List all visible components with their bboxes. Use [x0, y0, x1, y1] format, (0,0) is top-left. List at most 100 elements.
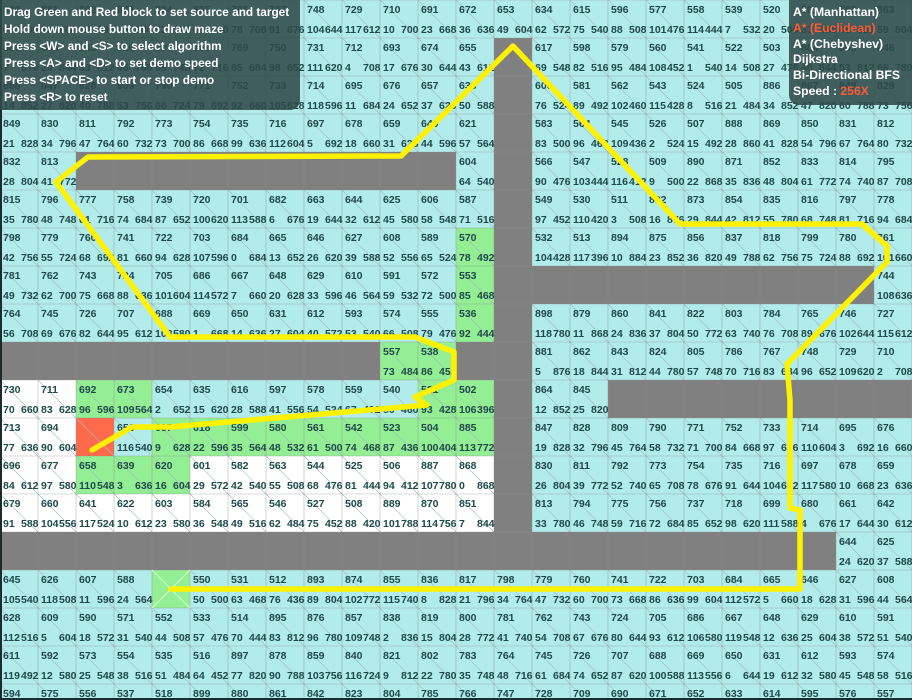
svg-text:628: 628 [819, 594, 837, 606]
svg-text:28: 28 [459, 632, 471, 644]
svg-text:106: 106 [687, 632, 705, 644]
svg-text:508: 508 [743, 62, 761, 74]
svg-text:874: 874 [345, 574, 363, 586]
svg-text:55: 55 [41, 252, 53, 264]
svg-text:540: 540 [249, 480, 267, 492]
svg-text:505: 505 [725, 80, 743, 92]
svg-text:660: 660 [781, 594, 799, 606]
svg-text:674: 674 [421, 42, 439, 54]
svg-text:74: 74 [839, 176, 851, 188]
svg-text:65: 65 [421, 252, 433, 264]
svg-text:612: 612 [781, 670, 799, 682]
svg-text:115: 115 [383, 594, 400, 606]
svg-text:620: 620 [211, 404, 229, 416]
svg-text:740: 740 [629, 480, 647, 492]
svg-text:574: 574 [383, 308, 401, 320]
svg-text:500: 500 [553, 138, 571, 150]
svg-text:705: 705 [155, 270, 173, 282]
svg-text:580: 580 [819, 480, 837, 492]
svg-text:78: 78 [459, 252, 471, 264]
svg-text:476: 476 [211, 632, 229, 644]
svg-text:796: 796 [59, 138, 77, 150]
svg-text:102: 102 [611, 100, 629, 112]
svg-text:581: 581 [573, 80, 591, 92]
svg-text:444: 444 [591, 176, 609, 188]
svg-text:65: 65 [649, 480, 661, 492]
svg-text:597: 597 [269, 384, 287, 396]
svg-text:63: 63 [231, 594, 243, 606]
svg-text:676: 676 [819, 518, 837, 530]
svg-text:118: 118 [41, 594, 58, 606]
svg-text:828: 828 [21, 138, 39, 150]
svg-text:804: 804 [667, 328, 685, 340]
svg-text:828: 828 [573, 422, 591, 434]
svg-text:27: 27 [763, 62, 775, 74]
svg-text:2: 2 [155, 404, 161, 416]
svg-text:525: 525 [345, 460, 363, 472]
svg-text:81: 81 [345, 480, 357, 492]
svg-text:724: 724 [363, 670, 381, 682]
svg-text:114: 114 [687, 24, 704, 36]
svg-text:47: 47 [79, 138, 91, 150]
svg-text:804: 804 [325, 594, 343, 606]
svg-text:113: 113 [687, 670, 704, 682]
svg-text:652: 652 [705, 518, 723, 530]
svg-text:104: 104 [535, 252, 553, 264]
svg-text:748: 748 [307, 4, 325, 16]
svg-text:811: 811 [573, 460, 590, 472]
svg-text:819: 819 [421, 612, 439, 624]
svg-text:492: 492 [705, 138, 723, 150]
svg-text:444: 444 [249, 632, 267, 644]
svg-text:524: 524 [439, 252, 457, 264]
svg-text:34: 34 [41, 138, 53, 150]
svg-text:639: 639 [117, 460, 135, 472]
svg-text:596: 596 [439, 138, 457, 150]
svg-text:604: 604 [173, 290, 191, 302]
svg-text:11: 11 [345, 100, 356, 112]
svg-text:635: 635 [193, 384, 211, 396]
svg-text:57: 57 [193, 632, 205, 644]
svg-text:692: 692 [79, 384, 97, 396]
svg-text:8: 8 [687, 100, 693, 112]
svg-text:710: 710 [877, 346, 895, 358]
svg-text:541: 541 [687, 42, 705, 54]
svg-text:90: 90 [535, 176, 547, 188]
svg-text:772: 772 [591, 480, 609, 492]
svg-text:588: 588 [363, 252, 381, 264]
svg-text:113: 113 [459, 442, 476, 454]
svg-text:663: 663 [307, 194, 325, 206]
svg-text:111: 111 [763, 518, 780, 530]
svg-text:686: 686 [687, 612, 705, 624]
svg-text:603: 603 [155, 498, 173, 510]
svg-text:708: 708 [895, 366, 912, 378]
svg-text:64: 64 [459, 176, 471, 188]
svg-text:731: 731 [307, 42, 325, 54]
svg-text:860: 860 [611, 308, 629, 320]
svg-text:642: 642 [877, 498, 895, 510]
svg-text:644: 644 [325, 214, 343, 226]
svg-text:588: 588 [477, 100, 495, 112]
svg-text:726: 726 [573, 650, 591, 662]
svg-text:436: 436 [287, 594, 305, 606]
svg-text:468: 468 [363, 442, 381, 454]
svg-text:112: 112 [269, 138, 286, 150]
svg-text:679: 679 [3, 498, 21, 510]
svg-text:468: 468 [249, 594, 267, 606]
svg-text:540: 540 [135, 632, 153, 644]
svg-text:620: 620 [325, 62, 343, 74]
svg-text:678: 678 [839, 460, 857, 472]
svg-text:780: 780 [553, 328, 571, 340]
svg-text:116: 116 [611, 176, 628, 188]
svg-text:18: 18 [801, 594, 813, 606]
svg-text:604: 604 [59, 632, 77, 644]
svg-text:641: 641 [79, 498, 97, 510]
svg-text:668: 668 [629, 594, 647, 606]
svg-text:96: 96 [79, 404, 91, 416]
svg-text:720: 720 [193, 194, 211, 206]
svg-text:700: 700 [59, 290, 77, 302]
svg-text:668: 668 [743, 442, 761, 454]
svg-text:52: 52 [611, 480, 623, 492]
svg-text:788: 788 [287, 670, 305, 682]
svg-text:484: 484 [287, 518, 305, 530]
svg-text:748: 748 [363, 632, 381, 644]
